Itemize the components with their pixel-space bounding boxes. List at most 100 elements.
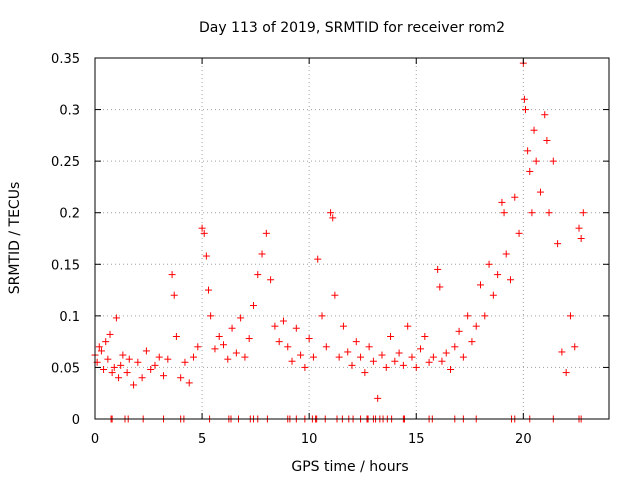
data-point [151, 361, 159, 369]
x-tick-label: 20 [515, 432, 532, 447]
data-point [112, 314, 120, 322]
data-point [459, 353, 467, 361]
data-point [532, 157, 540, 165]
data-point [142, 347, 150, 355]
data-point [267, 276, 275, 284]
data-point [579, 209, 587, 217]
data-point [391, 357, 399, 365]
data-point [395, 349, 403, 357]
data-point [102, 338, 110, 346]
data-point [258, 250, 266, 258]
data-point [536, 188, 544, 196]
data-point [506, 276, 514, 284]
data-point [502, 250, 510, 258]
data-point [190, 353, 198, 361]
data-point [228, 324, 236, 332]
data-point [220, 341, 227, 349]
data-point [147, 365, 155, 373]
data-point [106, 330, 114, 338]
data-point [521, 106, 529, 114]
data-point [549, 157, 557, 165]
data-point [399, 361, 407, 369]
data-point [339, 322, 347, 330]
data-point [284, 343, 292, 351]
data-point [374, 394, 382, 402]
data-point [515, 229, 523, 237]
data-point [545, 209, 553, 217]
data-point [170, 291, 178, 299]
data-point [481, 312, 489, 320]
data-point [130, 381, 138, 389]
data-point [160, 372, 168, 380]
x-tick-label: 0 [91, 432, 99, 447]
data-point [322, 343, 330, 351]
data-point [327, 209, 335, 217]
data-point [526, 167, 534, 175]
plot-frame [94, 57, 610, 420]
data-point [138, 374, 146, 382]
data-point [387, 332, 395, 340]
x-axis-label: GPS time / hours [291, 459, 408, 475]
data-point [348, 361, 356, 369]
data-point [404, 322, 412, 330]
data-points-layer [91, 59, 587, 423]
data-point [164, 355, 172, 363]
data-point [429, 353, 437, 361]
y-tick-label: 0 [72, 413, 80, 428]
data-point [134, 358, 142, 366]
data-point [125, 355, 133, 363]
data-point [123, 369, 131, 377]
data-point [352, 338, 360, 346]
data-point [408, 353, 416, 361]
x-tick-label: 5 [198, 432, 206, 447]
y-tick-label: 0.35 [51, 52, 80, 67]
data-point [275, 338, 283, 346]
data-point [412, 363, 420, 371]
data-point [520, 95, 528, 103]
data-point [489, 291, 497, 299]
data-point [524, 147, 532, 155]
data-point [447, 365, 455, 373]
data-point [335, 353, 343, 361]
data-point [314, 255, 322, 263]
data-point [119, 351, 127, 359]
y-axis-label: SRMTID / TECUs [7, 182, 23, 295]
tick-layer: 0 0.05 0.1 0.15 0.2 0.25 0.3 0.35 0 5 10 15 20 [51, 52, 609, 447]
data-point [425, 358, 433, 366]
data-point [541, 111, 549, 119]
data-point [262, 229, 270, 237]
data-point [215, 332, 223, 340]
data-point [297, 351, 305, 359]
data-point [558, 348, 566, 356]
data-point [494, 271, 502, 279]
data-point [172, 332, 180, 340]
data-point [329, 214, 337, 222]
data-point [177, 374, 185, 382]
data-point [511, 193, 519, 201]
data-point [455, 327, 463, 335]
data-point [185, 379, 193, 387]
data-point [271, 322, 279, 330]
data-point [543, 137, 551, 145]
data-point [417, 345, 425, 353]
y-tick-label: 0.05 [51, 361, 80, 376]
data-point [301, 363, 309, 371]
y-tick-label: 0.2 [59, 207, 80, 222]
data-point [485, 260, 493, 268]
data-point [530, 126, 538, 134]
data-point [566, 312, 574, 320]
data-point [95, 343, 103, 351]
data-point [254, 271, 262, 279]
y-tick-label: 0.1 [59, 310, 80, 325]
data-point [97, 347, 105, 355]
data-point [241, 353, 249, 361]
data-point [472, 322, 480, 330]
data-point [361, 369, 369, 377]
x-tick-label: 10 [301, 432, 318, 447]
data-point [498, 198, 506, 206]
data-point [292, 324, 300, 332]
data-point [571, 343, 579, 351]
data-point [155, 353, 163, 361]
data-point [382, 363, 390, 371]
